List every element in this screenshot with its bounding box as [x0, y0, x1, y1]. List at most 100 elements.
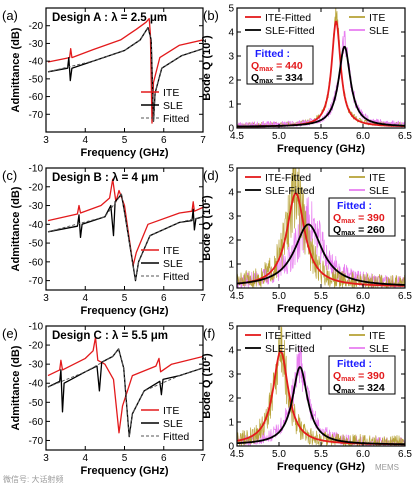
x-tick-label: 6.5	[398, 291, 412, 302]
y-tick-label: 5	[228, 164, 234, 175]
y-tick-label: 1	[228, 260, 234, 271]
y-tick-label: 0	[228, 124, 234, 135]
x-axis-label: Frequency (GHz)	[80, 147, 168, 159]
fitted-box	[246, 45, 314, 85]
q-max-ite: Qmax = 440	[251, 60, 303, 73]
x-tick-label: 6	[161, 293, 167, 304]
series-line-sle-fitted	[237, 223, 405, 286]
y-tick-label: -20	[29, 182, 44, 193]
series-line-ite	[47, 17, 203, 124]
x-tick-label: 6.0	[356, 449, 370, 460]
y-tick-label: 4	[228, 188, 234, 199]
x-axis-label: Frequency (GHz)	[277, 143, 365, 155]
q-value: = 390	[355, 370, 385, 382]
x-tick-label: 3	[43, 135, 49, 146]
q-max-ite: Qmax = 390	[333, 370, 385, 383]
y-tick-label: -10	[29, 322, 44, 333]
legend-label: ITE-Fitted	[265, 172, 311, 184]
y-tick-label: -50	[29, 239, 44, 250]
panel-title: Design A : λ = 2.5 μm	[52, 12, 167, 24]
y-tick-label: -70	[29, 276, 44, 287]
fitted-heading: Fitted :	[337, 358, 372, 370]
panel-label: (e)	[2, 326, 18, 341]
x-tick-label: 4.5	[230, 449, 244, 460]
x-tick-label: 4.5	[230, 291, 244, 302]
q-max-sle: Qmax = 260	[333, 224, 385, 237]
series-line-sle	[47, 193, 203, 282]
y-tick-label: 2	[228, 236, 234, 247]
q-max-sle: Qmax = 334	[251, 72, 303, 85]
y-tick-label: -60	[29, 257, 44, 268]
y-tick-label: -40	[29, 379, 44, 390]
q-subscript: max	[341, 376, 355, 383]
panel-title: Design C : λ = 5.5 μm	[52, 330, 168, 342]
series-line-ite-fitted	[237, 192, 405, 287]
q-subscript: max	[341, 388, 355, 395]
q-subscript: max	[341, 218, 355, 225]
x-tick-label: 3	[43, 293, 49, 304]
series-line-sle-fitted	[237, 45, 405, 128]
x-tick-label: 5.5	[314, 449, 328, 460]
y-tick-label: -40	[29, 57, 44, 68]
y-tick-label: 2	[228, 394, 234, 405]
panel-label: (f)	[203, 326, 215, 341]
x-axis-label: Frequency (GHz)	[80, 465, 168, 477]
y-tick-label: -50	[29, 398, 44, 409]
x-axis-label: Frequency (GHz)	[277, 461, 365, 473]
legend-label: ITE	[163, 245, 179, 257]
q-max-ite: Qmax = 390	[333, 212, 385, 225]
fitted-box	[328, 355, 396, 395]
x-tick-label: 4.5	[230, 131, 244, 142]
x-tick-label: 5	[122, 453, 128, 464]
legend-label: Fitted	[163, 431, 189, 443]
y-tick-label: -30	[29, 39, 44, 50]
q-subscript: max	[341, 230, 355, 237]
legend-label: SLE	[163, 100, 183, 112]
watermark-right: MEMS	[375, 463, 399, 472]
x-tick-label: 4	[82, 135, 88, 146]
y-tick-label: 3	[228, 212, 234, 223]
panel-b: 4.5 5.0 5.5 6.0 6.5 0 1 2 3 4 5 Frequency (GHz) Bode…	[201, 4, 412, 156]
legend-label: SLE	[369, 343, 389, 355]
series-line-fitted	[47, 27, 203, 122]
watermark-left: 微信号: 大话射频	[3, 474, 63, 484]
x-tick-label: 5	[122, 135, 128, 146]
legend-label: Fitted	[163, 113, 189, 125]
x-tick-label: 3	[43, 453, 49, 464]
panel-label: (c)	[2, 168, 17, 183]
y-tick-label: 0	[228, 284, 234, 295]
panel-label: (d)	[203, 168, 219, 183]
x-axis-label: Frequency (GHz)	[277, 303, 365, 315]
x-tick-label: 4	[82, 453, 88, 464]
y-axis-label: Bode Q (10²)	[201, 35, 213, 101]
y-tick-label: -40	[29, 220, 44, 231]
legend-label: ITE-Fitted	[265, 330, 311, 342]
x-tick-label: 6.5	[398, 449, 412, 460]
x-tick-label: 6	[161, 135, 167, 146]
q-symbol: Q	[333, 370, 341, 382]
q-subscript: max	[259, 78, 273, 85]
y-tick-label: 0	[228, 442, 234, 453]
legend-label: SLE	[369, 25, 389, 37]
x-tick-label: 7	[200, 293, 206, 304]
x-tick-label: 5.0	[272, 291, 286, 302]
y-tick-label: -70	[29, 110, 44, 121]
q-symbol: Q	[333, 212, 341, 224]
plot-area	[47, 336, 203, 438]
y-tick-label: -70	[29, 436, 44, 447]
y-tick-label: 3	[228, 52, 234, 63]
y-tick-label: -60	[29, 417, 44, 428]
x-axis-label: Frequency (GHz)	[80, 305, 168, 317]
x-tick-label: 6.0	[356, 291, 370, 302]
q-value: = 260	[355, 224, 385, 236]
y-tick-label: 1	[228, 100, 234, 111]
q-symbol: Q	[333, 224, 341, 236]
panel-label: (a)	[2, 8, 18, 23]
x-tick-label: 7	[200, 135, 206, 146]
series-line-ite	[47, 336, 203, 434]
panel-label: (b)	[203, 8, 219, 23]
y-tick-label: 5	[228, 322, 234, 333]
q-value: = 390	[355, 212, 385, 224]
q-symbol: Q	[251, 72, 259, 84]
